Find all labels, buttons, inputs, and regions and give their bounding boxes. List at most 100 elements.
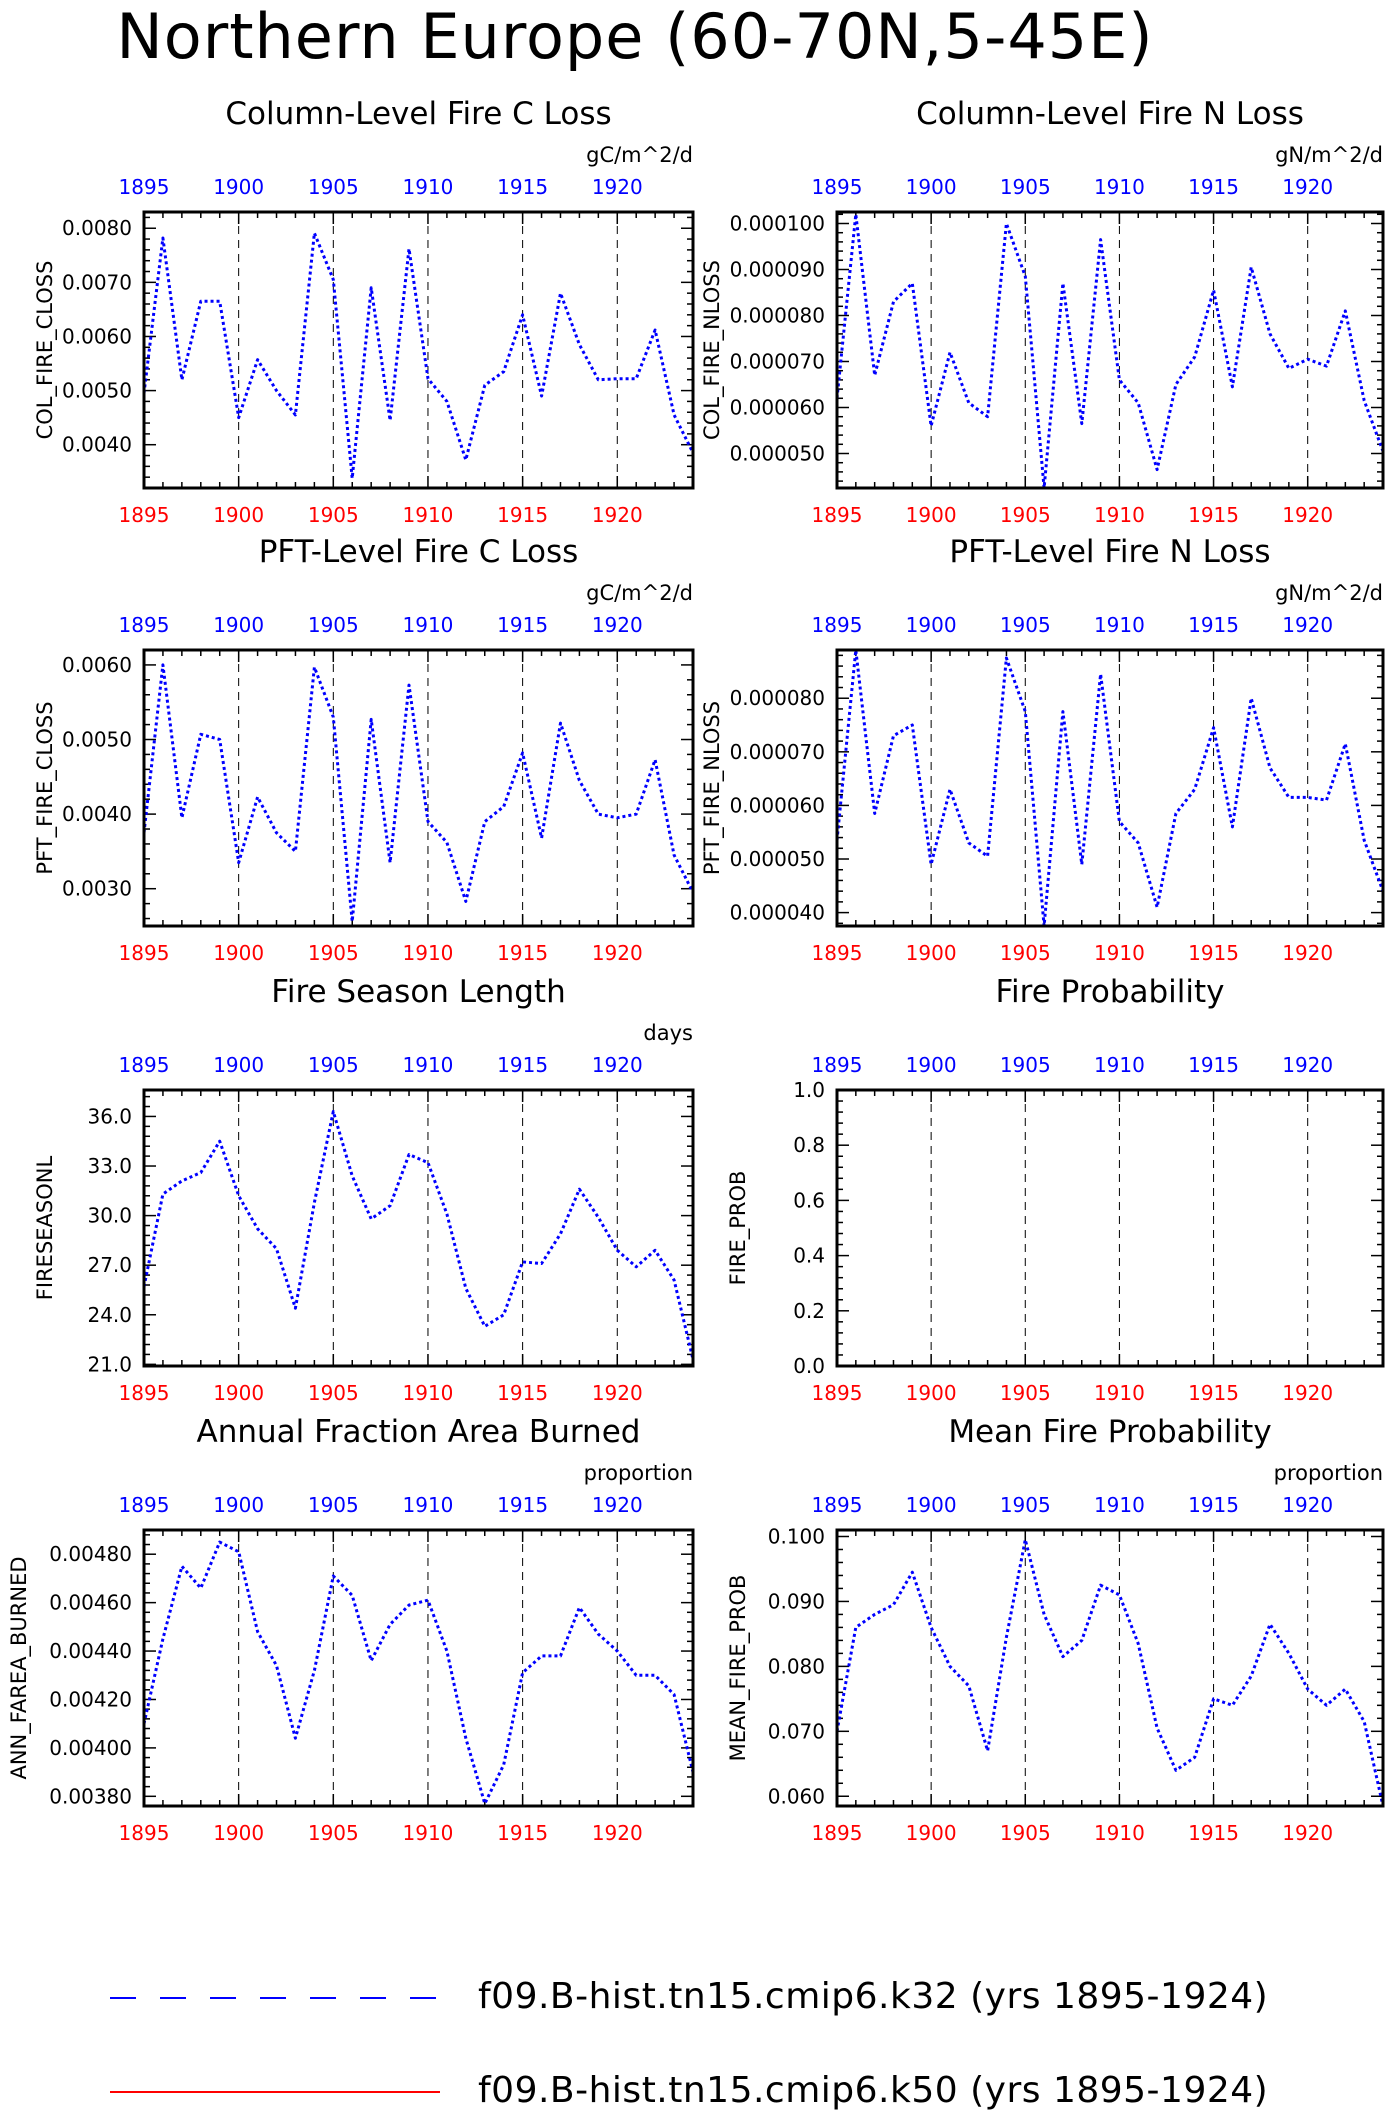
plot-frame: [142, 1088, 695, 1368]
x-tick-label-bottom: 1920: [592, 941, 643, 965]
x-tick-label-top: 1910: [1094, 1053, 1145, 1077]
x-tick-label-top: 1910: [403, 1053, 454, 1077]
chart-units: proportion: [1274, 1461, 1383, 1485]
x-tick-label-bottom: 1895: [119, 1821, 170, 1845]
y-tick-label: 0.00380: [49, 1784, 132, 1808]
y-tick-label: 0.6: [793, 1188, 825, 1212]
x-tick-label-top: 1910: [1094, 613, 1145, 637]
x-tick-label-top: 1895: [812, 1493, 863, 1517]
y-tick-label: 0.0030: [62, 877, 132, 901]
x-tick-label-bottom: 1915: [1188, 1821, 1239, 1845]
x-tick-label-top: 1915: [1188, 1053, 1239, 1077]
plot-frame: [142, 1528, 695, 1808]
x-tick-label-top: 1915: [497, 1053, 548, 1077]
y-axis-label: FIRE_PROB: [726, 1171, 751, 1286]
x-tick-label-top: 1920: [1282, 1053, 1333, 1077]
y-tick-label: 0.2: [793, 1299, 825, 1323]
y-tick-label: 0.0080: [62, 216, 132, 240]
chart-title: Column-Level Fire N Loss: [916, 96, 1304, 132]
x-tick-label-bottom: 1920: [592, 1381, 643, 1405]
y-tick-label: 0.000040: [730, 901, 825, 925]
series-line-1: [835, 212, 1385, 490]
plot-frame: [835, 210, 1385, 490]
x-tick-label-top: 1915: [1188, 613, 1239, 637]
x-tick-label-bottom: 1915: [497, 1381, 548, 1405]
x-tick-label-bottom: 1895: [812, 503, 863, 527]
chart-panel-2: Column-Level Fire N Loss gN/m^2/d 1895 1895…: [700, 96, 1385, 527]
x-tick-label-bottom: 1920: [592, 1821, 643, 1845]
y-tick-label: 0.4: [793, 1244, 825, 1268]
x-tick-label-top: 1920: [1282, 175, 1333, 199]
x-tick-label-bottom: 1920: [592, 503, 643, 527]
x-tick-label-bottom: 1900: [213, 1821, 264, 1845]
y-tick-label: 0.000090: [730, 258, 825, 282]
chart-panel-5: Fire Season Length days 1895 1895 1900 1900 19…: [33, 974, 695, 1405]
chart-title: Annual Fraction Area Burned: [197, 1414, 641, 1450]
x-tick-label-bottom: 1900: [213, 941, 264, 965]
x-tick-label-top: 1900: [906, 1053, 957, 1077]
x-tick-label-top: 1920: [592, 175, 643, 199]
y-tick-label: 1.0: [793, 1078, 825, 1102]
x-tick-label-bottom: 1905: [1000, 941, 1051, 965]
y-tick-label: 0.000080: [730, 686, 825, 710]
x-tick-label-top: 1920: [592, 1493, 643, 1517]
y-tick-label: 0.000070: [730, 740, 825, 764]
y-tick-label: 0.0050: [62, 379, 132, 403]
y-tick-label: 0.000080: [730, 304, 825, 328]
chart-panel-7: Annual Fraction Area Burned proportion 189…: [7, 1414, 695, 1845]
chart-panel-3: PFT-Level Fire C Loss gC/m^2/d 1895 1895 190…: [33, 534, 695, 965]
y-tick-label: 0.00480: [49, 1542, 132, 1566]
x-tick-label-bottom: 1905: [308, 1821, 359, 1845]
series-line-1: [142, 1110, 695, 1360]
x-tick-label-top: 1900: [906, 613, 957, 637]
y-tick-label: 0.080: [768, 1654, 825, 1678]
series-line-1: [142, 1540, 695, 1806]
series-line-1: [142, 231, 695, 480]
x-tick-label-top: 1895: [812, 613, 863, 637]
y-tick-label: 0.000050: [730, 847, 825, 871]
x-tick-label-bottom: 1910: [1094, 1381, 1145, 1405]
x-tick-label-bottom: 1895: [119, 503, 170, 527]
x-tick-label-bottom: 1920: [1282, 503, 1333, 527]
chart-units: days: [643, 1021, 693, 1045]
x-tick-label-top: 1895: [812, 1053, 863, 1077]
chart-title: PFT-Level Fire N Loss: [949, 534, 1270, 570]
y-tick-label: 0.00420: [49, 1687, 132, 1711]
x-tick-label-top: 1910: [403, 1493, 454, 1517]
x-tick-label-bottom: 1895: [119, 941, 170, 965]
chart-title: Fire Season Length: [271, 974, 565, 1010]
x-tick-label-bottom: 1905: [1000, 1821, 1051, 1845]
chart-units: gN/m^2/d: [1275, 143, 1383, 167]
x-tick-label-bottom: 1895: [812, 1821, 863, 1845]
series-line-1: [835, 1538, 1385, 1807]
x-tick-label-bottom: 1910: [403, 1381, 454, 1405]
x-tick-label-bottom: 1915: [497, 503, 548, 527]
x-tick-label-bottom: 1895: [812, 941, 863, 965]
x-tick-label-top: 1915: [497, 175, 548, 199]
x-tick-label-bottom: 1900: [906, 1821, 957, 1845]
y-axis-label: COL_FIRE_CLOSS: [33, 261, 58, 440]
x-tick-label-top: 1900: [213, 613, 264, 637]
y-axis-label: COL_FIRE_NLOSS: [700, 260, 725, 440]
x-tick-label-bottom: 1910: [403, 503, 454, 527]
chart-title: Fire Probability: [995, 974, 1224, 1010]
y-axis-label: FIRESEASONL: [33, 1156, 57, 1301]
x-tick-label-top: 1900: [213, 1053, 264, 1077]
x-tick-label-top: 1920: [1282, 1493, 1333, 1517]
x-tick-label-top: 1905: [1000, 1493, 1051, 1517]
y-axis-label: MEAN_FIRE_PROB: [726, 1575, 751, 1762]
y-tick-label: 0.00440: [49, 1639, 132, 1663]
x-tick-label-top: 1895: [119, 613, 170, 637]
x-tick-label-top: 1910: [1094, 1493, 1145, 1517]
x-tick-label-top: 1905: [1000, 1053, 1051, 1077]
y-tick-label: 0.0070: [62, 270, 132, 294]
x-tick-label-bottom: 1920: [1282, 941, 1333, 965]
x-tick-label-bottom: 1910: [403, 1821, 454, 1845]
x-tick-label-top: 1895: [812, 175, 863, 199]
y-tick-label: 0.0: [793, 1354, 825, 1378]
x-tick-label-bottom: 1910: [1094, 1821, 1145, 1845]
y-tick-label: 0.000100: [730, 212, 825, 236]
y-tick-label: 27.0: [87, 1253, 132, 1277]
y-tick-label: 0.000070: [730, 350, 825, 374]
